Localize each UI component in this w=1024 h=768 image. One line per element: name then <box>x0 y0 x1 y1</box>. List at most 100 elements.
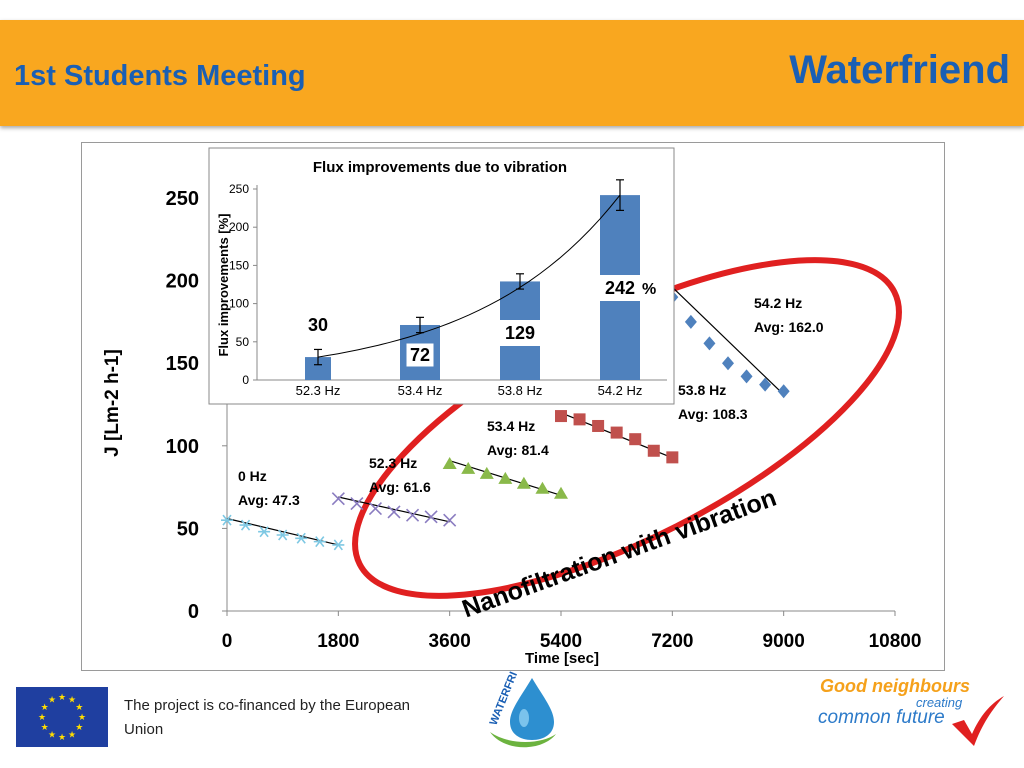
fit-line <box>671 286 785 396</box>
eu-star: ★ <box>41 722 49 732</box>
data-point <box>498 471 513 484</box>
data-point <box>684 314 697 329</box>
data-point <box>777 384 790 399</box>
inset-frame <box>208 147 675 405</box>
eu-star: ★ <box>68 695 76 705</box>
data-point <box>443 513 457 527</box>
y-axis-label: J [Lm-2 h-1] <box>102 349 123 457</box>
series-name-label: 0 Hz <box>238 468 267 484</box>
series-avg-label: Avg: 108.3 <box>678 406 748 422</box>
data-point <box>276 529 289 541</box>
inset-value-bg <box>600 275 640 301</box>
data-point <box>424 510 438 524</box>
y-tick-label: 50 <box>177 518 199 540</box>
inset-value-label: 72 <box>410 345 430 365</box>
gn-line3: common future <box>818 707 945 728</box>
data-point <box>629 433 642 446</box>
inset-y-tick-label: 200 <box>229 220 249 234</box>
y-tick-label: 200 <box>166 271 199 293</box>
waterfriend-logo: WATERFRI <box>488 670 556 748</box>
series-name-label: 53.8 Hz <box>678 382 726 398</box>
series-name-label: 52.3 Hz <box>369 455 417 471</box>
inset-category-label: 54.2 Hz <box>598 383 643 398</box>
series-name-label: 53.4 Hz <box>487 418 535 434</box>
inset-value-bg <box>500 320 540 346</box>
data-point <box>610 426 623 439</box>
data-point <box>740 369 753 384</box>
inset-y-tick-label: 250 <box>229 182 249 196</box>
flux-chart: 0 1800 3600 5400 7200 9000 10800 0 50 100 150 200 25… <box>102 147 922 667</box>
x-tick-label: 10800 <box>869 631 922 652</box>
data-point <box>516 476 531 489</box>
data-point <box>647 444 660 457</box>
inset-y-tick-label: 0 <box>242 373 249 387</box>
eu-star: ★ <box>68 729 76 739</box>
chart-container: 0 1800 3600 5400 7200 9000 10800 0 50 100 150 200 25… <box>81 142 945 671</box>
data-point <box>461 461 476 474</box>
series-name-label: 54.2 Hz <box>754 295 802 311</box>
inset-bar <box>305 357 331 380</box>
presentation-title: 1st Students Meeting <box>14 60 306 92</box>
series-avg-label: Avg: 81.4 <box>487 442 549 458</box>
data-point <box>258 526 271 538</box>
inset-category-label: 53.8 Hz <box>498 383 543 398</box>
eu-star: ★ <box>48 695 56 705</box>
good-neighbours-logo: Good neighbours creating common future <box>812 676 1012 756</box>
inset-y-axis-label: Flux improvements [%] <box>216 213 231 356</box>
data-point <box>350 497 364 511</box>
eu-star: ★ <box>75 702 83 712</box>
inset-title: Flux improvements due to vibration <box>313 159 567 176</box>
data-point <box>555 410 567 423</box>
x-tick-label: 1800 <box>317 631 359 652</box>
eu-star: ★ <box>41 702 49 712</box>
checkmark-icon <box>952 696 1004 746</box>
eu-star: ★ <box>78 712 86 722</box>
header-bar: 1st Students Meeting Waterfriend <box>0 20 1024 126</box>
eu-star: ★ <box>58 692 66 702</box>
data-point <box>535 481 550 494</box>
data-point <box>703 336 716 351</box>
y-tick-label: 100 <box>166 436 199 458</box>
inset-chart: Flux improvements due to vibration 0 50 100… <box>208 147 675 405</box>
y-tick-label: 150 <box>166 353 199 375</box>
series-avg-label: Avg: 162.0 <box>754 319 824 335</box>
data-point <box>387 505 401 519</box>
data-point <box>313 536 326 548</box>
x-axis-label: Time [sec] <box>525 650 599 667</box>
x-tick-label: 9000 <box>763 631 805 652</box>
data-point <box>368 502 383 516</box>
eu-star: ★ <box>75 722 83 732</box>
inset-y-tick-label: 150 <box>229 258 249 272</box>
x-tick-label: 0 <box>222 631 233 652</box>
inset-y-tick-label: 50 <box>236 335 250 349</box>
data-point <box>573 413 586 426</box>
data-point <box>592 419 605 432</box>
inset-unit-label: % <box>642 281 656 298</box>
data-point <box>666 451 679 464</box>
eu-cofinance-text: The project is co-financed by the Europe… <box>124 697 411 738</box>
data-point <box>332 539 345 551</box>
y-tick-label: 0 <box>188 601 199 623</box>
eu-star: ★ <box>48 729 56 739</box>
inset-category-label: 52.3 Hz <box>296 383 341 398</box>
inset-trend-line <box>317 194 621 358</box>
inset-value-label: 242 <box>605 278 635 298</box>
inset-value-box <box>403 340 437 370</box>
series-avg-label: Avg: 61.6 <box>369 479 431 495</box>
data-point <box>221 514 233 526</box>
data-point <box>442 456 457 469</box>
eu-star: ★ <box>58 732 66 742</box>
data-point <box>405 508 420 522</box>
annotation-text: Nanofiltration with vibration <box>459 484 780 624</box>
gn-line1: Good neighbours <box>820 676 970 696</box>
inset-y-tick-label: 100 <box>229 297 249 311</box>
inset-value-label: 129 <box>505 323 535 343</box>
x-tick-label: 5400 <box>540 631 582 652</box>
data-point <box>554 486 568 499</box>
y-tick-label: 250 <box>166 188 199 210</box>
eu-flag-icon: ★★★★★★★★★ ★ ★★ <box>16 687 108 747</box>
data-point <box>722 356 734 371</box>
data-point <box>479 466 494 479</box>
brand-title: Waterfriend <box>789 48 1010 92</box>
gn-line2: creating <box>916 695 963 710</box>
